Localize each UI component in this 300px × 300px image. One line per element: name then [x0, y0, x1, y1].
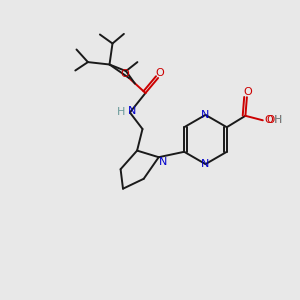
Text: N: N: [201, 110, 210, 120]
Text: N: N: [201, 159, 210, 169]
Text: O: O: [155, 68, 164, 78]
Text: N: N: [128, 106, 136, 116]
Text: N: N: [158, 157, 167, 167]
Text: O: O: [243, 87, 252, 97]
Text: OH: OH: [266, 115, 282, 125]
Text: O: O: [264, 115, 273, 125]
Text: O: O: [120, 69, 129, 79]
Text: H: H: [117, 107, 125, 117]
Text: H: H: [274, 115, 283, 125]
